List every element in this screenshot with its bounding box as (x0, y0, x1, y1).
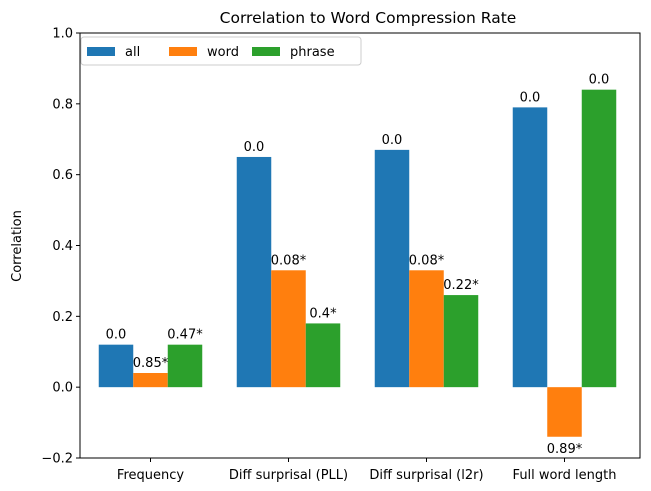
data-label-phrase-1: 0.4* (309, 306, 337, 321)
bar-all-1 (236, 156, 272, 388)
x-tick-label: Diff surprisal (PLL) (229, 468, 348, 483)
y-tick-label: 0.2 (52, 310, 73, 325)
legend-label-phrase: phrase (290, 45, 335, 60)
bar-phrase-0 (167, 344, 203, 388)
data-label-phrase-3: 0.0 (589, 73, 610, 88)
bar-word-0 (133, 373, 168, 388)
data-label-word-0: 0.85* (133, 356, 169, 371)
legend-swatch-word (169, 47, 197, 56)
data-label-all-1: 0.0 (244, 140, 265, 155)
y-tick-label: 0.8 (52, 97, 73, 112)
data-label-all-3: 0.0 (520, 90, 541, 105)
x-tick-label: Frequency (117, 468, 184, 483)
x-tick-label: Diff surprisal (l2r) (369, 468, 483, 483)
data-label-phrase-2: 0.22* (443, 278, 479, 293)
legend: all word phrase (80, 36, 362, 66)
bar-all-2 (374, 149, 410, 388)
x-axis: Frequency Diff surprisal (PLL) Diff surpri… (117, 458, 617, 483)
y-tick-label: 0.4 (52, 239, 73, 254)
bar-phrase-2 (443, 295, 479, 388)
plot-area: 0.0 0.85* 0.47* 0.0 0.08* 0.4* 0.0 0.08* 0.22* 0.… (79, 32, 641, 459)
y-tick-label: 0.0 (52, 381, 73, 396)
y-tick-label: 0.6 (52, 168, 73, 183)
data-label-word-2: 0.08* (409, 253, 445, 268)
x-tick-label: Full word length (513, 468, 617, 483)
data-label-phrase-0: 0.47* (167, 328, 203, 343)
chart-title: Correlation to Word Compression Rate (220, 9, 517, 27)
bar-word-2 (409, 270, 444, 388)
legend-swatch-all (87, 47, 115, 56)
bar-word-1 (271, 270, 306, 388)
bar-word-3 (547, 387, 582, 437)
data-label-word-1: 0.08* (271, 253, 307, 268)
y-axis: −0.2 0.0 0.2 0.4 0.6 0.8 1.0 (41, 27, 80, 467)
y-tick-label: −0.2 (41, 452, 73, 467)
bar-all-0 (98, 344, 134, 388)
legend-label-word: word (207, 45, 239, 60)
data-label-all-0: 0.0 (106, 328, 127, 343)
legend-label-all: all (125, 45, 140, 60)
legend-swatch-phrase (252, 47, 280, 56)
y-axis-label: Correlation (10, 210, 25, 282)
bar-phrase-1 (305, 323, 341, 388)
y-tick-label: 1.0 (52, 27, 73, 42)
bar-all-3 (512, 107, 548, 388)
data-label-all-2: 0.0 (382, 133, 403, 148)
data-label-word-3: 0.89* (547, 442, 583, 457)
legend-box (80, 36, 362, 66)
bar-phrase-3 (581, 89, 617, 388)
